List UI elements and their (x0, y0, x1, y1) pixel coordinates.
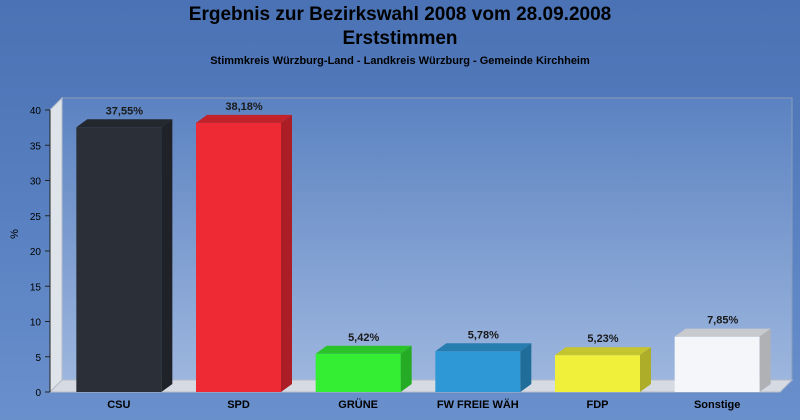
bar (76, 127, 162, 393)
bar-side-face (161, 119, 173, 393)
bar-group: 7,85% (674, 315, 771, 392)
y-tick-label: 35 (30, 141, 42, 152)
bar-side-face (400, 345, 412, 392)
y-tick-label: 40 (30, 106, 42, 117)
bar-group: 38,18% (196, 101, 292, 393)
bar-value-label: 7,85% (707, 315, 738, 327)
bar-value-label: 5,23% (587, 333, 618, 345)
bar-group: 5,23% (555, 333, 651, 392)
bar-value-label: 5,42% (348, 332, 379, 344)
bar-top-face (555, 347, 651, 356)
y-tick-label: 0 (35, 388, 41, 399)
bar-top-face (435, 343, 532, 352)
y-tick-label: 5 (35, 353, 41, 364)
bar-top-face (196, 114, 292, 123)
bar (435, 351, 521, 392)
bar-side-face (759, 328, 771, 392)
bar-value-label: 38,18% (225, 101, 263, 113)
y-tick-label: 15 (30, 282, 42, 293)
y-tick-label: 10 (30, 318, 42, 329)
bar-group: 5,42% (315, 332, 412, 392)
bar-value-label: 5,78% (468, 329, 499, 341)
bar-top-face (76, 119, 173, 128)
y-tick-label: 30 (30, 177, 42, 188)
bar-group: 5,78% (435, 329, 532, 392)
bar (555, 355, 640, 392)
bar-side-face (640, 347, 651, 392)
x-tick-label: FW FREIE WÄH (437, 398, 519, 411)
x-tick-label: GRÜNE (338, 398, 378, 411)
chart-caption: Stimmkreis Würzburg-Land - Landkreis Wür… (210, 55, 590, 67)
y-tick-label: 20 (30, 247, 42, 258)
bar-side-face (281, 114, 292, 393)
y-tick-label: 25 (30, 212, 42, 223)
x-tick-label: Sonstige (694, 399, 740, 411)
bar (196, 122, 281, 393)
bar (315, 353, 401, 392)
chart-subtitle: Erststimmen (342, 28, 458, 49)
bar-top-face (674, 328, 771, 337)
x-tick-label: SPD (227, 399, 250, 411)
bar-side-face (520, 343, 532, 392)
x-tick-label: FDP (587, 399, 609, 411)
y-axis-label: % (9, 229, 21, 239)
bar-top-face (315, 345, 412, 354)
chart-title: Ergebnis zur Bezirkswahl 2008 vom 28.09.… (188, 4, 612, 25)
bar-value-label: 37,55% (106, 105, 144, 117)
bar (674, 336, 760, 392)
plot-left-wall (49, 96, 63, 394)
bar-group: 37,55% (76, 105, 173, 393)
x-tick-label: CSU (107, 399, 130, 411)
